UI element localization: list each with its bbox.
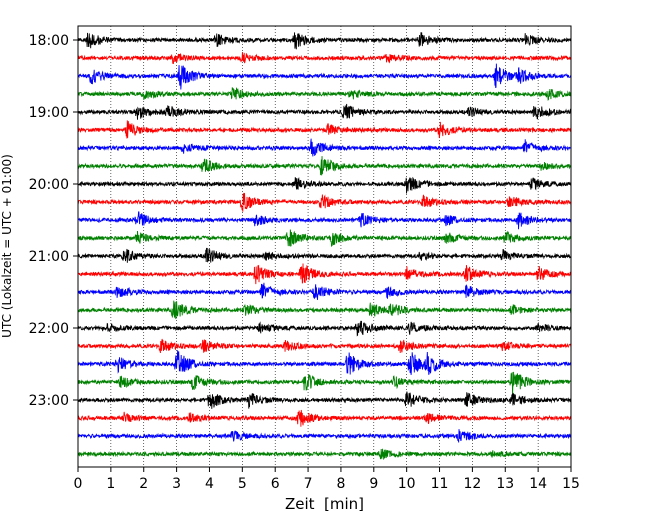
trace-1930	[77, 138, 572, 157]
trace-1915	[77, 120, 572, 139]
trace-1815	[77, 52, 572, 65]
x-tick-label: 9	[369, 476, 378, 492]
trace-group	[77, 32, 572, 460]
plot-frame	[77, 25, 572, 468]
y-tick-label: 22:00	[29, 321, 69, 337]
x-tick-label: 5	[238, 476, 247, 492]
x-tick-label: 1	[106, 476, 115, 492]
trace-1800	[77, 32, 572, 50]
trace-2030	[77, 211, 572, 230]
x-tick-label: 13	[496, 476, 514, 492]
trace-2300	[77, 391, 572, 409]
trace-2115	[77, 263, 572, 285]
trace-2230	[77, 350, 572, 375]
x-tick-label: 2	[139, 476, 148, 492]
y-tick-label: 20:00	[29, 177, 69, 193]
y-tick-label: 18:00	[29, 33, 69, 49]
x-tick-label: 7	[304, 476, 313, 492]
trace-2245	[77, 371, 572, 396]
y-tick-label: 19:00	[29, 105, 69, 121]
x-axis: 0 1 2 3 4 5 6 7 8 9 10 11 12 13 14 15	[74, 467, 580, 492]
trace-2130	[77, 282, 572, 300]
x-tick-label: 3	[172, 476, 181, 492]
trace-2100	[77, 247, 572, 263]
trace-2145	[77, 300, 572, 320]
x-tick-label: 6	[271, 476, 280, 492]
x-tick-label: 15	[562, 476, 580, 492]
trace-1945	[77, 156, 572, 176]
trace-2215	[77, 338, 572, 354]
x-tick-label: 11	[431, 476, 449, 492]
trace-1845	[77, 87, 572, 101]
trace-2315	[77, 409, 572, 427]
y-tick-label: 23:00	[29, 393, 69, 409]
trace-2015	[77, 192, 572, 212]
y-axis-label: UTC (Lokalzeit = UTC + 01:00)	[0, 154, 14, 338]
x-tick-label: 8	[336, 476, 345, 492]
trace-2200	[77, 320, 572, 337]
y-tick-label: 21:00	[29, 249, 69, 265]
x-tick-label: 14	[529, 476, 547, 492]
trace-1830	[77, 63, 572, 90]
x-axis-label: Zeit [min]	[285, 495, 364, 513]
x-tick-label: 12	[463, 476, 481, 492]
x-tick-label: 4	[205, 476, 214, 492]
y-axis: 18:00 19:00 20:00 21:00 22:00 23:00	[29, 33, 78, 409]
trace-2000	[77, 176, 572, 194]
x-tick-label: 0	[74, 476, 83, 492]
x-tick-label: 10	[398, 476, 416, 492]
trace-2045	[77, 229, 572, 248]
trace-2330	[77, 429, 572, 443]
trace-1900	[77, 103, 572, 120]
trace-2345	[77, 448, 572, 460]
